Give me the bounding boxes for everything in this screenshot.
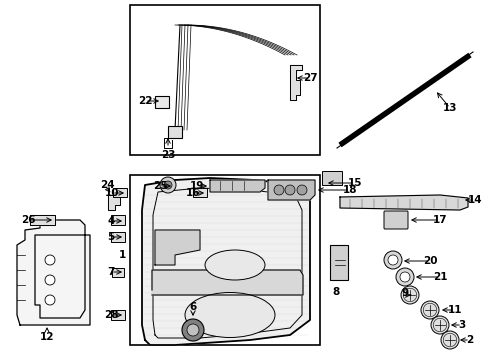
Text: 3: 3 [457, 320, 465, 330]
Text: 25: 25 [152, 181, 167, 191]
FancyBboxPatch shape [383, 211, 407, 229]
Polygon shape [339, 195, 467, 210]
Circle shape [399, 272, 409, 282]
Text: 9: 9 [401, 288, 408, 298]
Text: 20: 20 [422, 256, 436, 266]
Bar [113, 189, 127, 198]
Circle shape [45, 295, 55, 305]
Bar [130, 5, 319, 155]
Circle shape [420, 301, 438, 319]
Polygon shape [108, 195, 120, 210]
Bar [130, 175, 319, 345]
Ellipse shape [204, 250, 264, 280]
Circle shape [273, 185, 284, 195]
Circle shape [182, 319, 203, 341]
Text: 7: 7 [107, 267, 115, 277]
Polygon shape [17, 220, 90, 325]
Polygon shape [289, 65, 302, 100]
Bar [168, 126, 182, 138]
Text: 26: 26 [20, 215, 35, 225]
Polygon shape [142, 178, 309, 345]
Text: 14: 14 [467, 195, 481, 205]
Circle shape [160, 177, 176, 193]
Text: 11: 11 [447, 305, 461, 315]
Text: 17: 17 [432, 215, 447, 225]
Circle shape [430, 316, 448, 334]
Text: 19: 19 [189, 181, 204, 191]
Circle shape [440, 331, 458, 349]
Text: 1: 1 [118, 250, 125, 260]
Text: 5: 5 [107, 232, 114, 242]
Text: 8: 8 [332, 287, 339, 297]
Circle shape [163, 181, 172, 189]
Text: 21: 21 [432, 272, 447, 282]
Bar [112, 267, 124, 276]
Text: 22: 22 [138, 96, 152, 106]
Circle shape [285, 185, 294, 195]
Bar [111, 310, 125, 320]
Circle shape [387, 255, 397, 265]
Polygon shape [152, 270, 303, 295]
Text: 24: 24 [100, 180, 114, 190]
Text: 23: 23 [161, 150, 175, 160]
Text: 16: 16 [185, 188, 200, 198]
Bar [193, 189, 206, 198]
Circle shape [400, 286, 418, 304]
Bar [155, 96, 169, 108]
Text: 27: 27 [302, 73, 317, 83]
Circle shape [296, 185, 306, 195]
Text: 10: 10 [104, 188, 119, 198]
Bar [329, 245, 347, 280]
Circle shape [45, 275, 55, 285]
Text: 28: 28 [103, 310, 118, 320]
Bar [111, 232, 125, 242]
Text: 13: 13 [442, 103, 456, 113]
Polygon shape [267, 180, 314, 200]
Text: 2: 2 [466, 335, 473, 345]
Circle shape [45, 255, 55, 265]
Circle shape [186, 324, 199, 336]
Ellipse shape [184, 292, 274, 338]
Text: 6: 6 [189, 302, 196, 312]
Bar [321, 171, 341, 185]
Polygon shape [155, 230, 200, 265]
Text: 15: 15 [347, 178, 362, 188]
Polygon shape [209, 180, 264, 192]
Circle shape [383, 251, 401, 269]
Text: 4: 4 [107, 216, 115, 226]
Polygon shape [30, 215, 55, 225]
Text: 12: 12 [40, 332, 54, 342]
Circle shape [395, 268, 413, 286]
Text: 18: 18 [342, 185, 357, 195]
Bar [111, 215, 125, 225]
